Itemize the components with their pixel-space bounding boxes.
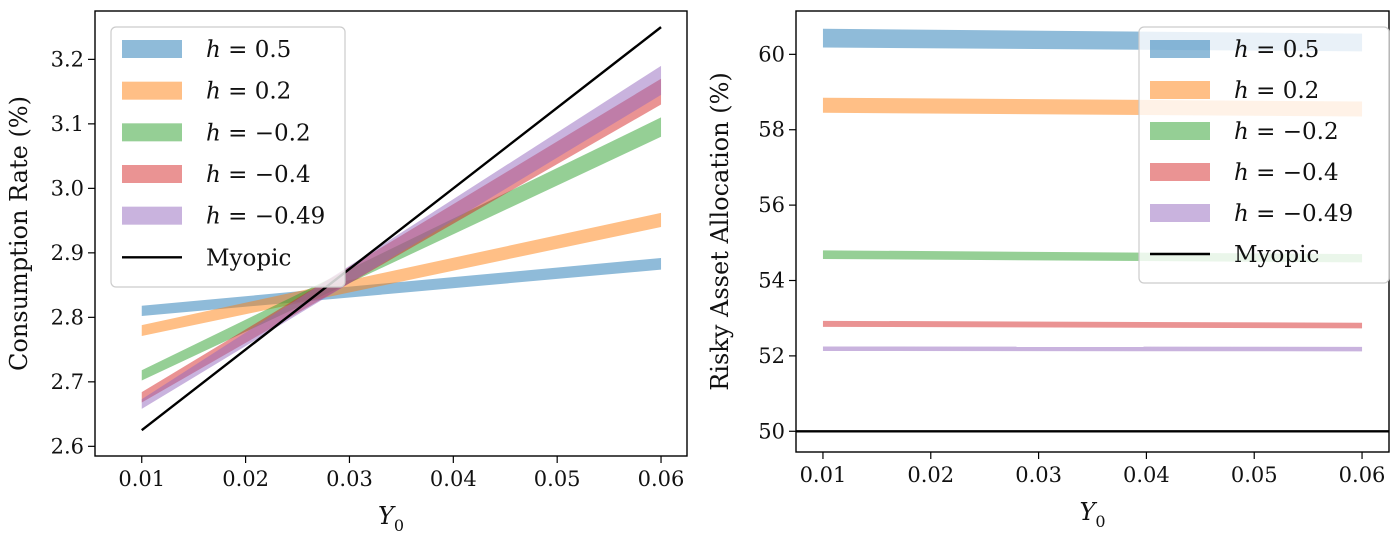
y-tick-label: 50 <box>758 419 785 443</box>
x-axis-label: Y0 <box>1079 498 1105 531</box>
legend-item-myopic-label: Myopic <box>206 245 291 271</box>
legend-item-h-0-49-swatch <box>122 206 182 225</box>
y-tick-label: 2.6 <box>51 434 84 458</box>
legend-item-h-0-2-swatch <box>1150 81 1210 99</box>
legend-item-h-0-4: h = −0.4 <box>122 162 311 188</box>
y-axis-label: Consumption Rate (%) <box>5 96 33 371</box>
legend-item-myopic: Myopic <box>1150 242 1319 268</box>
x-tick-label: 0.04 <box>1123 463 1170 487</box>
legend-item-h-0-5-swatch <box>1150 40 1210 58</box>
legend-item-h-0-5: h = 0.5 <box>1150 37 1319 63</box>
series-myopic-line <box>141 26 662 432</box>
legend-item-h-0-2: h = 0.2 <box>122 79 291 105</box>
legend-item-h-0-2-swatch <box>122 123 182 142</box>
x-tick-label: 0.02 <box>907 463 954 487</box>
x-tick-label: 0.03 <box>1015 463 1062 487</box>
y-tick-label: 3.2 <box>51 47 84 71</box>
x-axis-label: Y0 <box>378 502 404 535</box>
y-tick-label: 3.0 <box>51 176 84 200</box>
legend-item-h-0-2-label: h = 0.2 <box>1234 78 1319 104</box>
legend-item-myopic: Myopic <box>122 245 291 271</box>
x-tick-label: 0.04 <box>430 467 477 491</box>
legend: h = 0.5 h = 0.2 h = −0.2 h = −0.4 h = −0.49 M… <box>110 26 346 288</box>
legend-item-h-0-2-label: h = −0.2 <box>206 120 311 146</box>
y-tick-label: 52 <box>758 344 785 368</box>
x-tick-label: 0.02 <box>222 467 269 491</box>
y-tick-label: 2.8 <box>51 305 84 329</box>
legend-item-h-0-2-swatch <box>1150 122 1210 140</box>
legend-item-h-0-4: h = −0.4 <box>1150 160 1339 186</box>
x-tick-label: 0.06 <box>1339 463 1386 487</box>
legend-item-myopic-label: Myopic <box>1234 242 1319 268</box>
legend-item-h-0-4-label: h = −0.4 <box>1234 160 1339 186</box>
legend-item-h-0-2-swatch <box>122 81 182 100</box>
legend-item-h-0-49-label: h = −0.49 <box>206 204 325 230</box>
x-tick-label: 0.06 <box>638 467 685 491</box>
legend-item-h-0-49-label: h = −0.49 <box>1234 201 1353 227</box>
legend-item-h-0-2-label: h = 0.2 <box>206 79 291 105</box>
series-h-0-49-band <box>822 346 1363 352</box>
y-tick-label: 58 <box>758 118 785 142</box>
legend-item-h-0-4-label: h = −0.4 <box>206 162 311 188</box>
legend-item-h-0-2: h = 0.2 <box>1150 78 1319 104</box>
plot-area <box>141 26 662 432</box>
legend: h = 0.5 h = 0.2 h = −0.2 h = −0.4 h = −0.49 M… <box>1138 26 1390 284</box>
y-tick-label: 56 <box>758 193 785 217</box>
consumption-rate-chart: 0.01 0.02 0.03 0.04 0.05 0.06 2.6 2.7 2.8 2.9 3.0 3… <box>5 10 688 535</box>
legend-item-h-0-49-swatch <box>1150 204 1210 222</box>
series-h-0-4-band <box>822 320 1363 329</box>
series-h-0-2-band <box>141 212 662 337</box>
legend-item-h-0-49: h = −0.49 <box>122 204 325 230</box>
y-tick-label: 2.9 <box>51 241 84 265</box>
y-tick-label: 2.7 <box>51 370 84 394</box>
legend-item-h-0-4-swatch <box>1150 163 1210 181</box>
y-tick-label: 3.1 <box>51 112 84 136</box>
y-tick-label: 60 <box>758 42 785 66</box>
legend-item-h-0-2: h = −0.2 <box>1150 119 1339 145</box>
x-tick-label: 0.03 <box>326 467 373 491</box>
axes-frame <box>94 10 688 457</box>
risky-asset-allocation-chart: 0.01 0.02 0.03 0.04 0.05 0.06 50 52 54 56 58 60 Y0 Ri… <box>706 10 1390 531</box>
legend-item-h-0-4-swatch <box>122 165 182 183</box>
y-axis-label: Risky Asset Allocation (%) <box>706 72 734 391</box>
x-tick-label: 0.05 <box>1231 463 1278 487</box>
y-tick-label: 54 <box>758 269 785 293</box>
legend-item-h-0-49: h = −0.49 <box>1150 201 1353 227</box>
x-tick-label: 0.01 <box>800 463 847 487</box>
x-tick-label: 0.01 <box>118 467 165 491</box>
legend-item-h-0-2: h = −0.2 <box>122 120 311 146</box>
legend-item-h-0-5-label: h = 0.5 <box>206 37 291 63</box>
legend-item-h-0-5: h = 0.5 <box>122 37 291 63</box>
legend-item-h-0-5-label: h = 0.5 <box>1234 37 1319 63</box>
legend-item-h-0-5-swatch <box>122 40 182 58</box>
x-tick-label: 0.05 <box>534 467 581 491</box>
legend-item-h-0-2-label: h = −0.2 <box>1234 119 1339 145</box>
series-h-0-49-band <box>141 65 662 409</box>
